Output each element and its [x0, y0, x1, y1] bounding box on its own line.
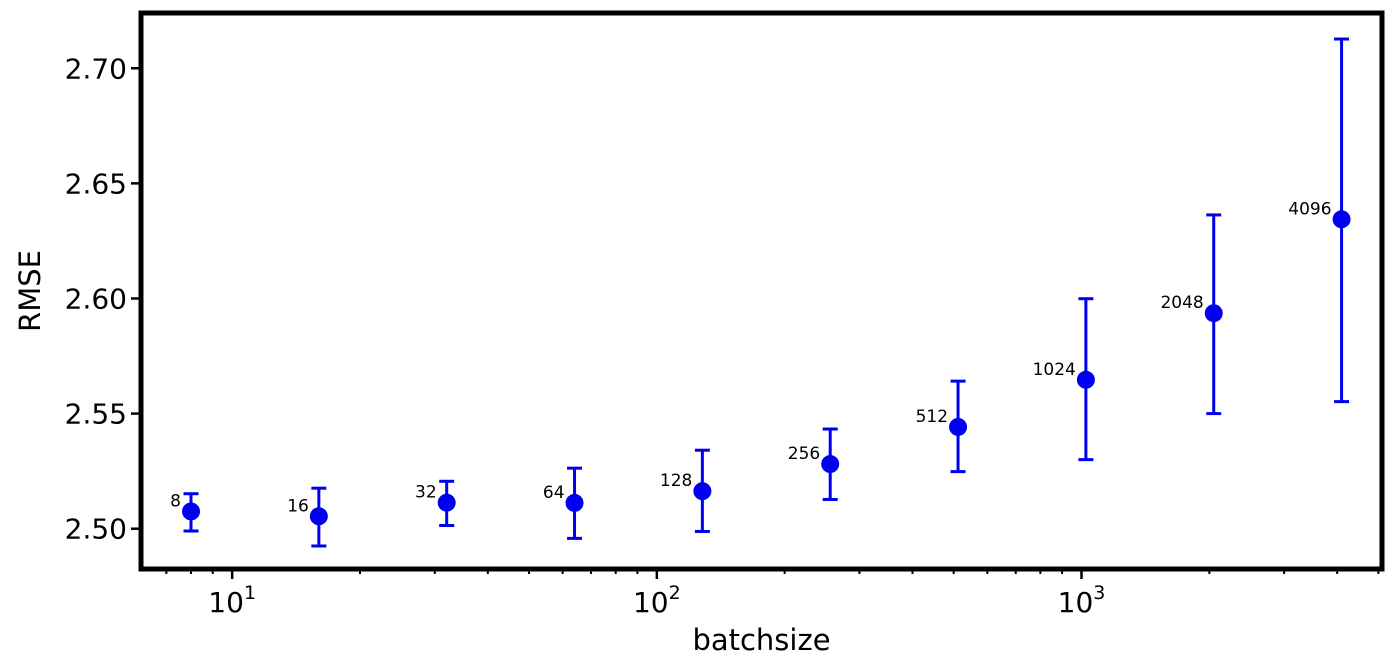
data-point: [949, 417, 968, 436]
x-tick-label: 101: [208, 582, 256, 619]
point-label: 32: [415, 483, 437, 503]
data-point: [565, 493, 584, 512]
data-point: [821, 455, 840, 474]
data-point: [309, 507, 328, 526]
y-tick-label: 2.55: [65, 398, 127, 431]
point-label: 1024: [1033, 360, 1076, 380]
y-tick-label: 2.70: [65, 52, 127, 85]
x-axis-label: batchsize: [692, 623, 830, 657]
y-tick-label: 2.50: [65, 513, 127, 546]
y-tick-label: 2.60: [65, 282, 127, 315]
data-point: [437, 493, 456, 512]
x-tick-label: 102: [633, 582, 681, 619]
data-marks: 8 16 32 64 128 256 512 1024 2048 4096: [170, 37, 1351, 548]
y-tick-label: 2.65: [65, 167, 127, 200]
y-axis: 2.50 2.55 2.60 2.65 2.70: [65, 52, 141, 546]
data-point: [1332, 210, 1351, 229]
point-label: 256: [788, 444, 820, 464]
x-axis: 101 102 103: [165, 569, 1380, 619]
data-point: [693, 482, 712, 501]
point-label: 128: [660, 471, 692, 491]
point-label: 16: [287, 496, 309, 516]
plot-frame: [138, 10, 1385, 572]
data-point: [182, 502, 201, 521]
point-label: 2048: [1160, 293, 1203, 313]
point-label: 4096: [1288, 199, 1331, 219]
point-label: 8: [170, 491, 181, 511]
y-axis-label: RMSE: [13, 250, 47, 332]
point-label: 512: [916, 407, 948, 427]
point-label: 64: [543, 483, 565, 503]
data-point: [1076, 370, 1095, 389]
x-tick-label: 103: [1058, 582, 1106, 619]
data-point: [1204, 304, 1223, 323]
